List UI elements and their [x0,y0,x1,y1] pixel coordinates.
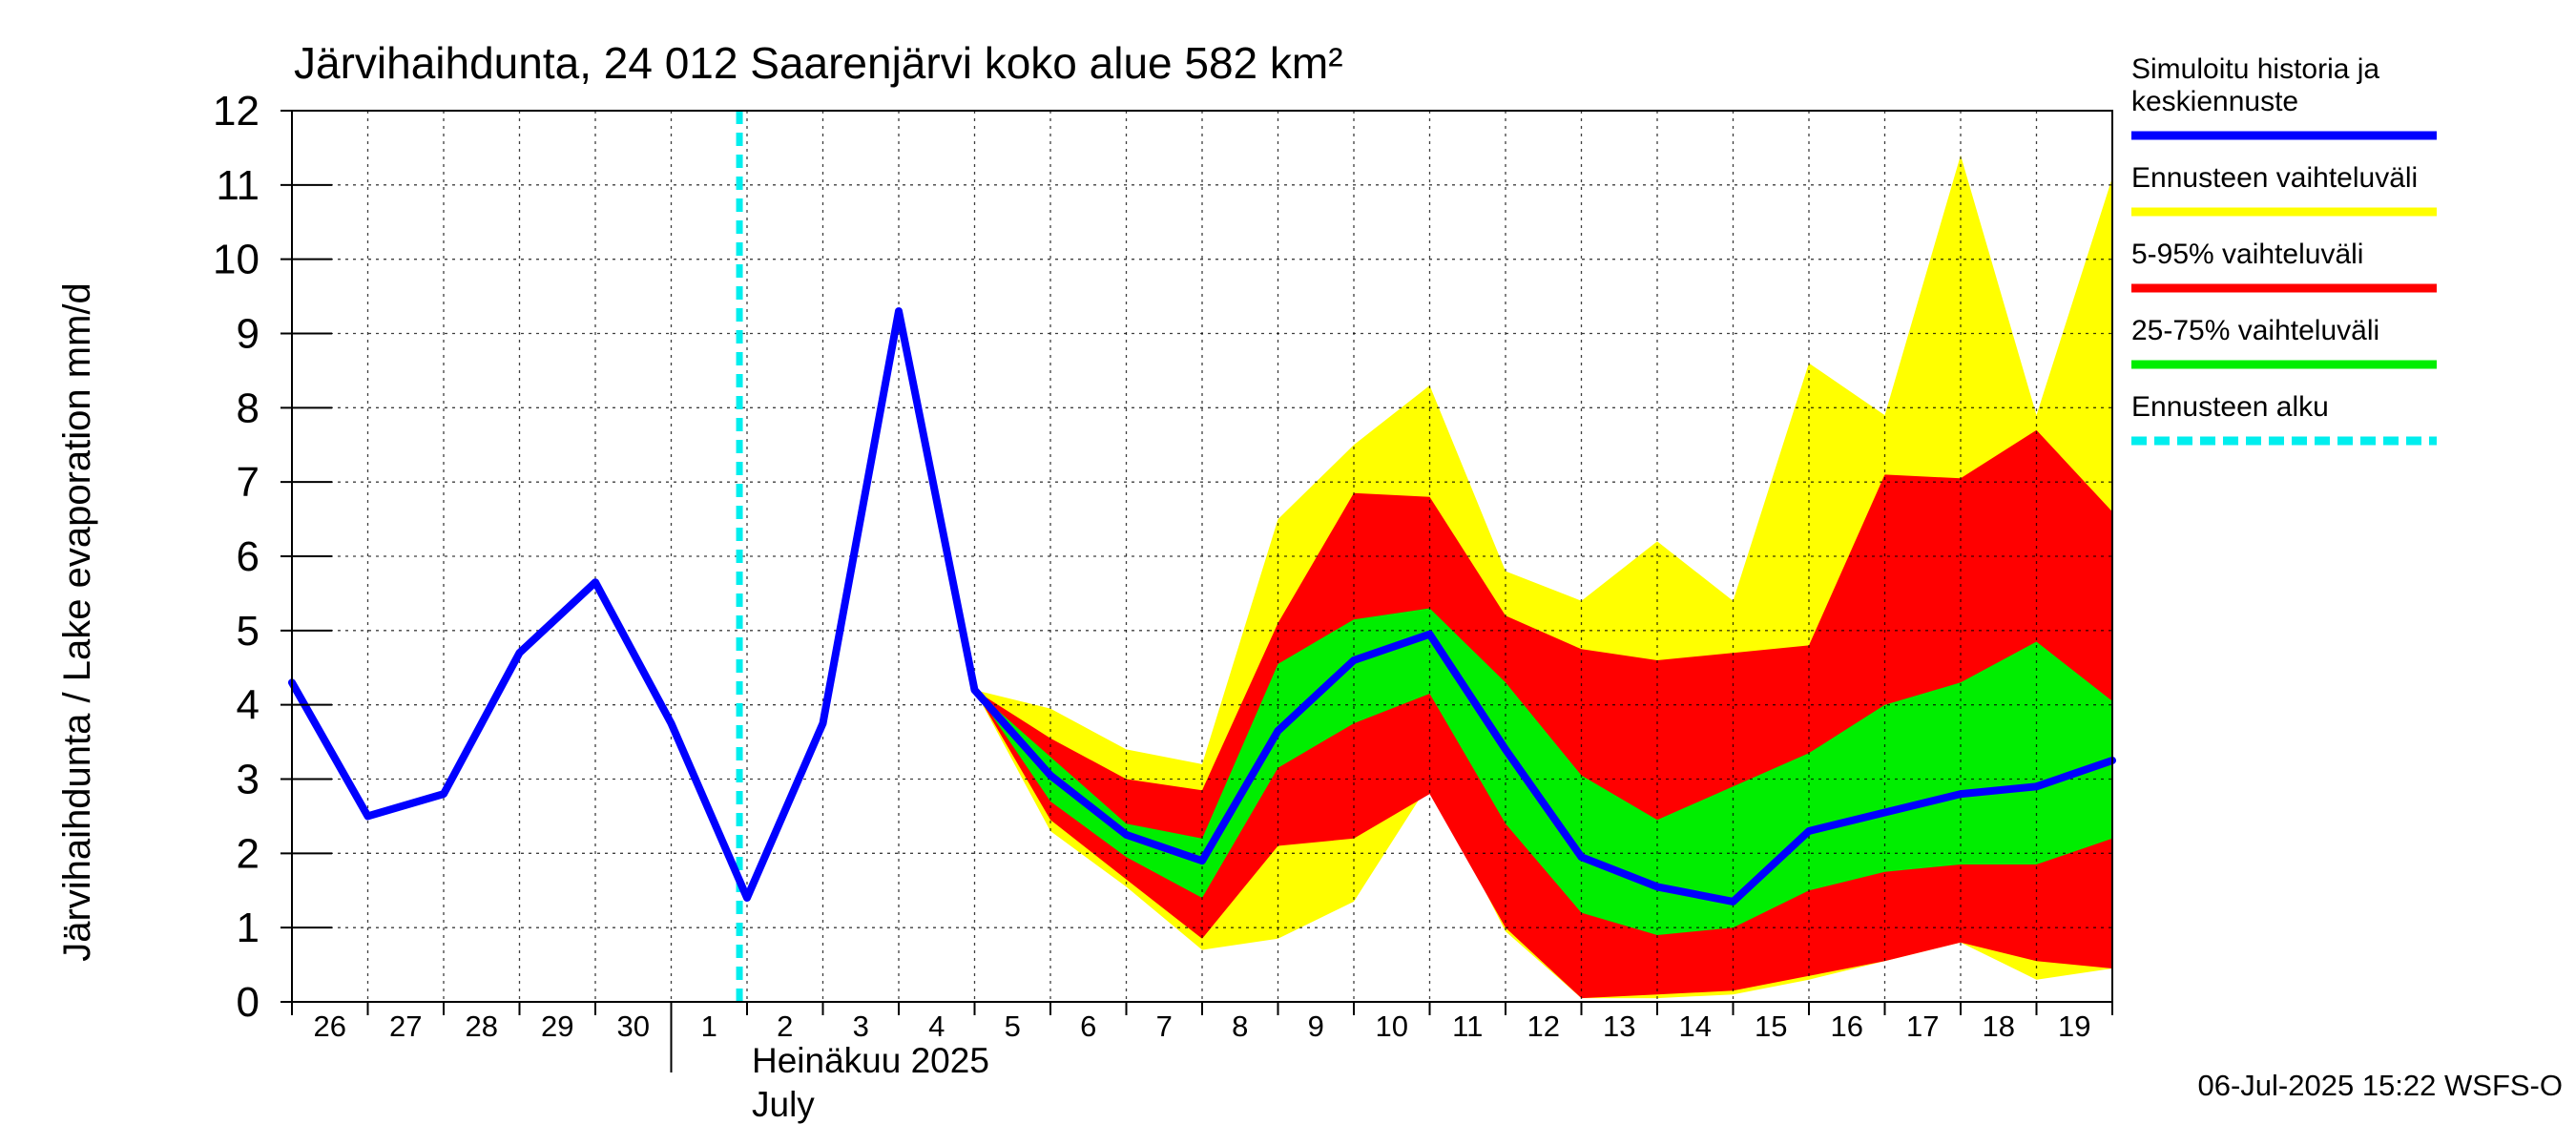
x-tick-label: 28 [466,1010,498,1043]
y-tick-label: 7 [237,459,260,506]
y-tick-label: 12 [213,88,260,135]
x-tick-label: 12 [1527,1010,1560,1043]
month-label-en: July [752,1085,815,1124]
x-tick-label: 4 [928,1010,945,1043]
x-tick-label: 10 [1376,1010,1408,1043]
legend-label: Ennusteen alku [2131,391,2329,423]
legend-label: Ennusteen vaihteluväli [2131,162,2418,194]
x-tick-label: 7 [1156,1010,1173,1043]
history-series [288,307,2116,906]
x-tick-label: 9 [1308,1010,1324,1043]
x-tick-label: 29 [541,1010,573,1043]
y-tick-label: 5 [237,608,260,655]
x-tick-label: 6 [1080,1010,1096,1043]
y-tick-label: 8 [237,385,260,431]
x-tick-label: 15 [1755,1010,1787,1043]
y-tick-label: 9 [237,311,260,358]
x-tick-label: 27 [389,1010,422,1043]
x-tick-label: 19 [2058,1010,2090,1043]
y-tick-label: 10 [213,237,260,283]
y-tick-label: 4 [237,682,260,729]
legend-label: keskiennuste [2131,86,2298,117]
y-tick-label: 0 [237,979,260,1026]
x-tick-label: 5 [1005,1010,1021,1043]
x-tick-label: 14 [1679,1010,1712,1043]
x-tick-label: 8 [1232,1010,1248,1043]
x-tick-label: 3 [853,1010,869,1043]
x-tick-label: 18 [1983,1010,2015,1043]
x-tick-label: 30 [617,1010,650,1043]
legend-label: 5-95% vaihteluväli [2131,239,2363,270]
legend-label: Simuloitu historia ja [2131,53,2379,85]
x-tick-label: 1 [701,1010,717,1043]
x-tick-label: 13 [1603,1010,1635,1043]
forecast-bands [974,155,2112,999]
y-tick-label: 2 [237,830,260,877]
y-tick-label: 1 [237,905,260,951]
x-axis-ticks: 26 27 28 29 30 1 2 3 4 5 6 7 8 9 10 11 12 13 14 15 16 17 18 19 [291,1002,2113,1072]
legend-label: 25-75% vaihteluväli [2131,315,2379,346]
y-tick-label: 11 [216,162,260,209]
x-tick-label: 17 [1906,1010,1939,1043]
y-tick-label: 6 [237,533,260,580]
x-tick-label: 11 [1452,1010,1483,1043]
y-axis-label: Järvihaihdunta / Lake evaporation mm/d [56,282,98,962]
month-label-fi: Heinäkuu 2025 [752,1041,989,1080]
history-line [288,307,2116,906]
footer-timestamp: 06-Jul-2025 15:22 WSFS-O [2197,1069,2563,1102]
chart-title: Järvihaihdunta, 24 012 Saarenjärvi koko … [294,38,1343,88]
x-tick-label: 26 [314,1010,346,1043]
x-tick-label: 16 [1831,1010,1863,1043]
x-tick-label: 2 [777,1010,793,1043]
y-tick-label: 3 [237,757,260,803]
